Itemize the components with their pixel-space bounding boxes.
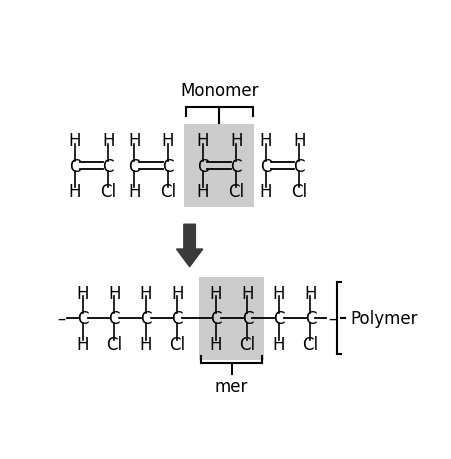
Text: H: H [76,284,89,302]
Text: H: H [76,335,89,353]
Text: Cl: Cl [302,335,318,353]
Text: Cl: Cl [239,335,255,353]
Text: C: C [272,309,284,327]
Text: H: H [196,183,208,201]
Text: C: C [304,309,316,327]
Text: C: C [77,309,88,327]
Text: H: H [241,284,253,302]
Text: C: C [140,309,151,327]
Text: Cl: Cl [290,183,307,201]
Text: –: – [327,309,336,327]
Text: C: C [128,157,140,175]
Text: –: – [57,309,65,327]
Text: H: H [209,284,221,302]
Text: H: H [196,132,208,150]
Text: H: H [230,132,242,150]
Text: H: H [68,132,81,150]
Text: mer: mer [215,377,248,395]
Text: H: H [171,284,183,302]
Text: C: C [69,157,80,175]
Text: H: H [161,132,174,150]
Text: H: H [292,132,305,150]
Bar [184,125,254,208]
Text: H: H [108,284,120,302]
Text: C: C [196,157,208,175]
Bar [198,277,264,360]
Text: C: C [241,309,253,327]
Text: C: C [293,157,304,175]
Text: C: C [230,157,241,175]
FancyArrow shape [176,225,202,267]
Text: C: C [259,157,271,175]
Text: H: H [259,132,272,150]
Text: Cl: Cl [169,335,185,353]
Text: H: H [139,335,152,353]
Text: Cl: Cl [160,183,175,201]
Text: H: H [259,183,272,201]
Text: Polymer: Polymer [350,309,417,327]
Text: Monomer: Monomer [180,82,258,100]
Text: C: C [108,309,120,327]
Text: H: H [272,284,285,302]
Text: Cl: Cl [100,183,116,201]
Text: C: C [210,309,221,327]
Text: Cl: Cl [106,335,122,353]
Text: H: H [272,335,285,353]
Text: C: C [171,309,183,327]
Text: H: H [304,284,316,302]
Text: H: H [102,132,115,150]
Text: C: C [162,157,173,175]
Text: H: H [68,183,81,201]
Text: H: H [139,284,152,302]
Text: H: H [209,335,221,353]
Text: H: H [128,183,140,201]
Text: C: C [102,157,114,175]
Text: H: H [128,132,140,150]
Text: Cl: Cl [228,183,244,201]
